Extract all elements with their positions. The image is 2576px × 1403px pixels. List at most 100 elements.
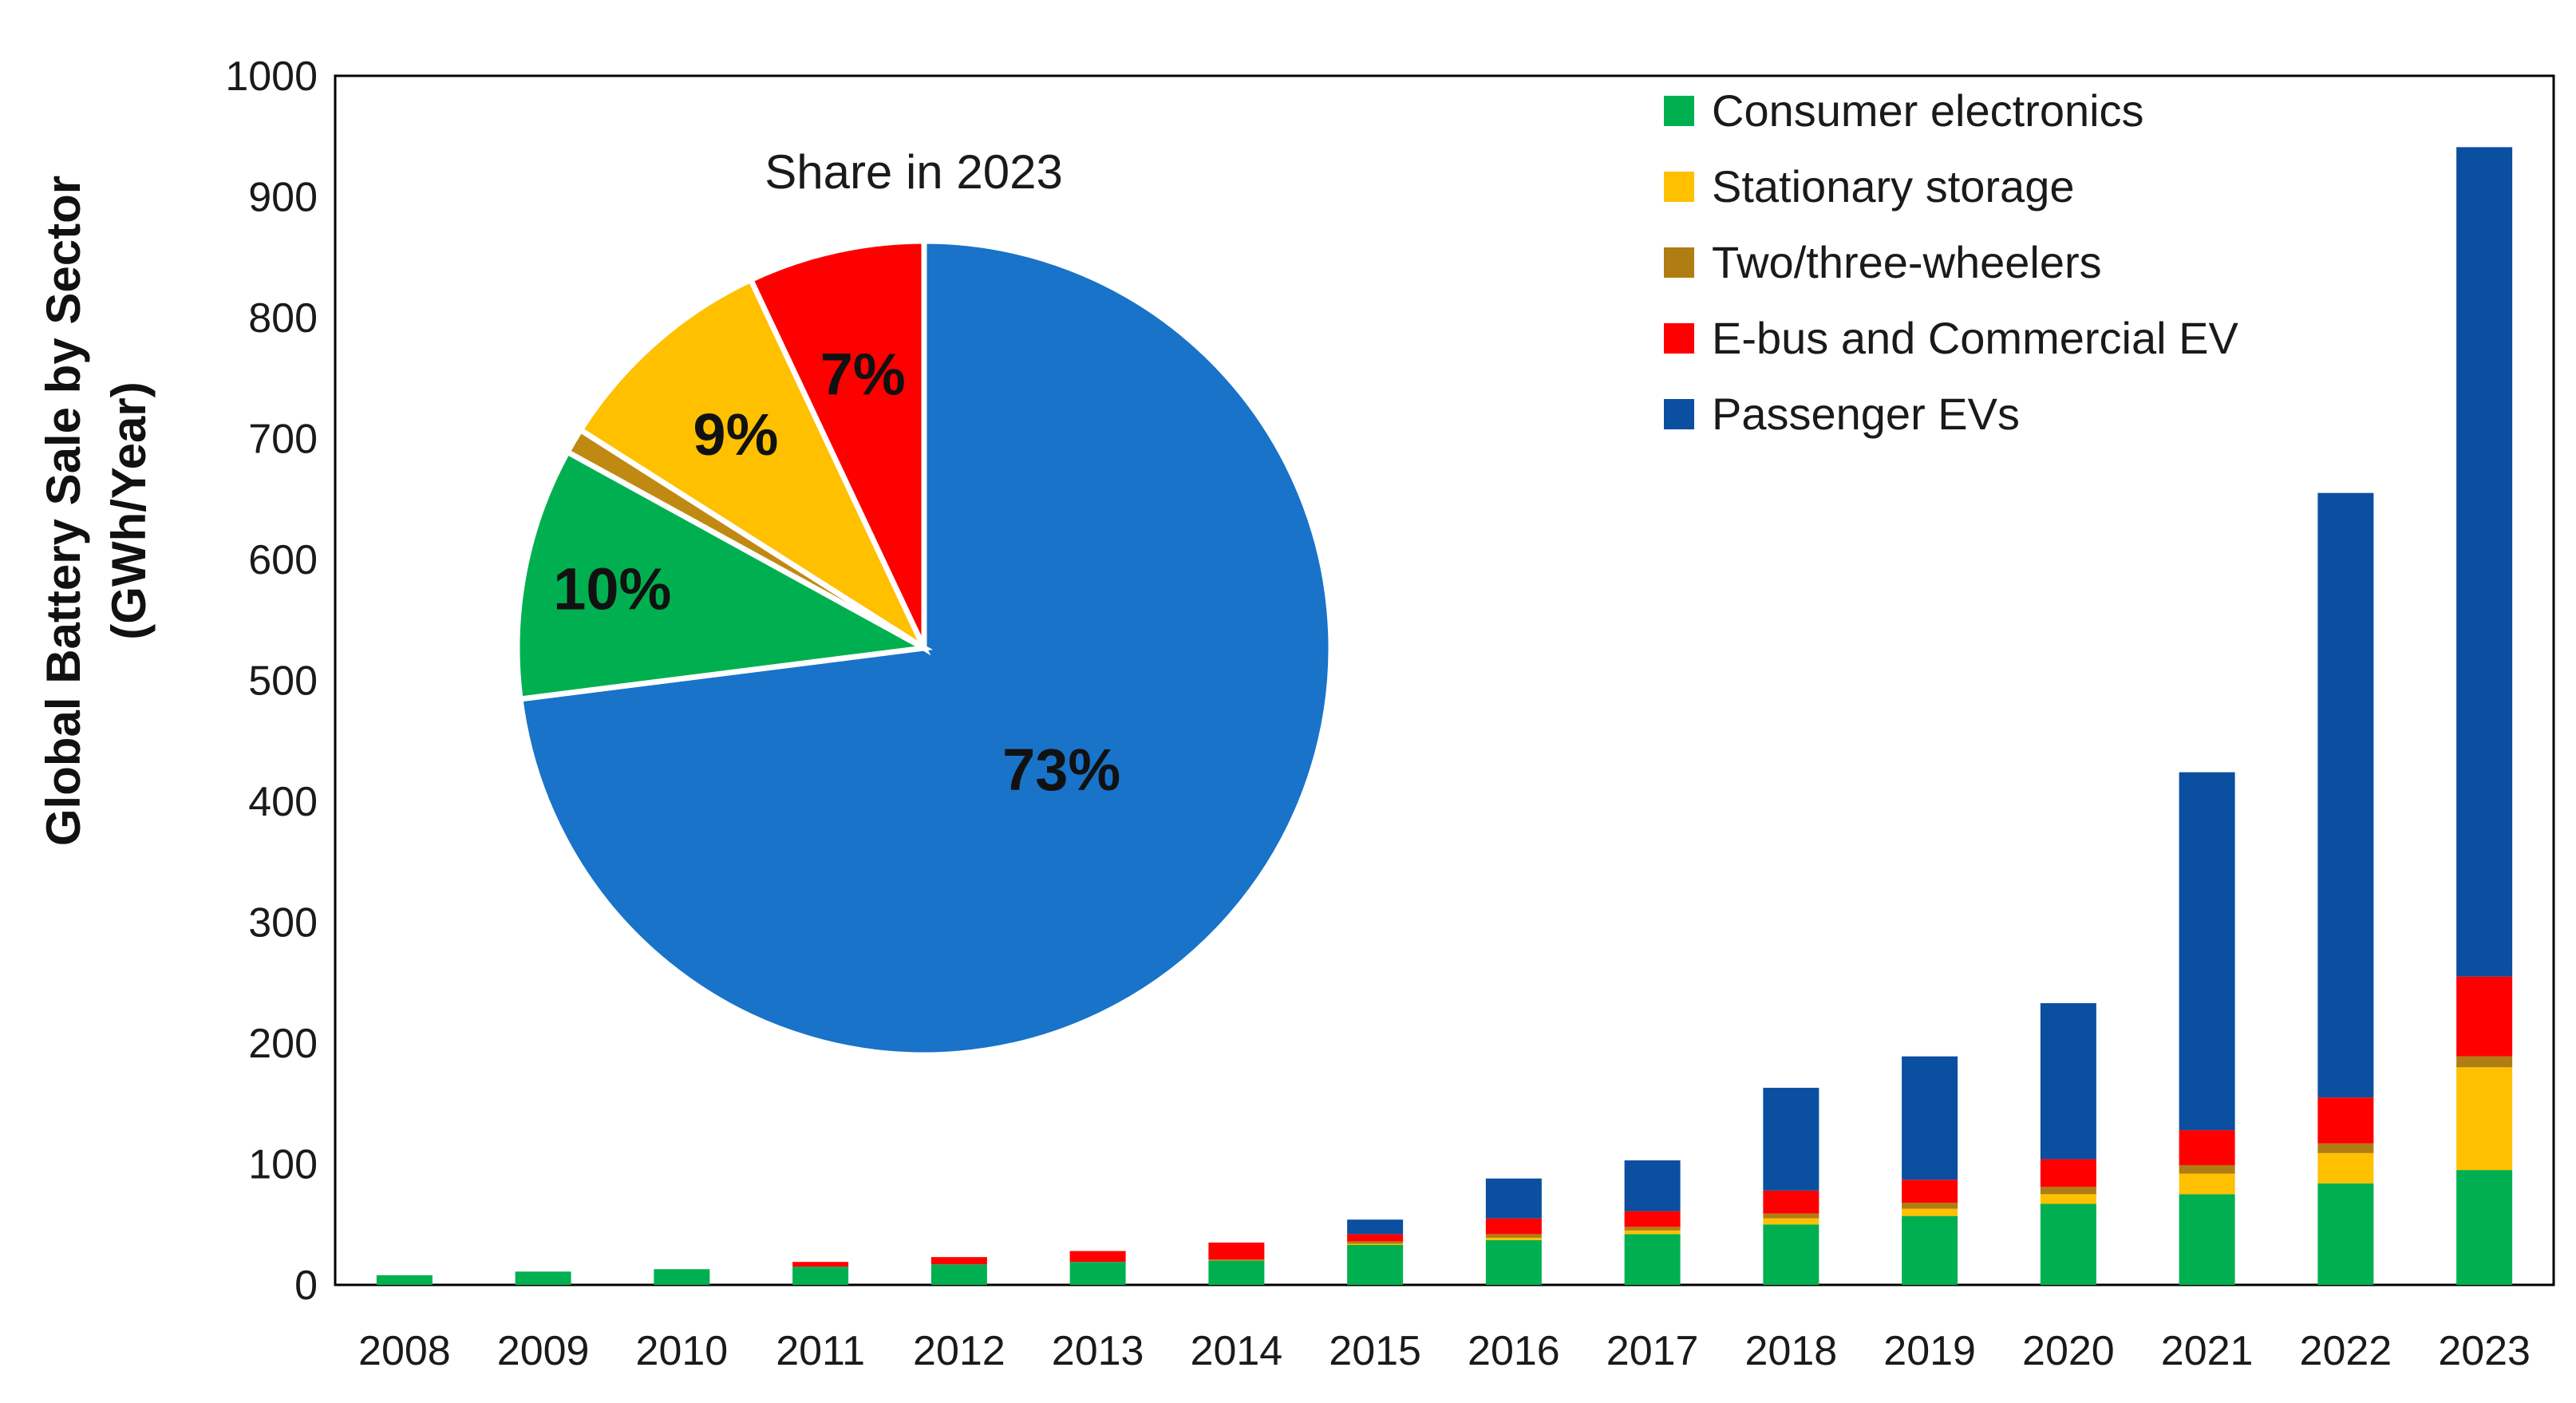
y-tick-label: 1000: [225, 53, 318, 100]
bar-segment: [2179, 1194, 2235, 1285]
stacked-bars-group: [376, 147, 2513, 1285]
bar-segment: [1902, 1056, 1958, 1180]
bar-segment: [1485, 1239, 1542, 1285]
bar-segment: [1208, 1259, 1265, 1261]
bar-segment: [1485, 1178, 1542, 1219]
bar-segment: [1347, 1245, 1404, 1285]
x-tick-label: 2011: [776, 1328, 865, 1374]
bar-segment: [2040, 1194, 2096, 1204]
bar-segment: [2317, 1143, 2374, 1153]
legend-label: E-bus and Commercial EV: [1712, 313, 2238, 363]
x-tick-label: 2014: [1191, 1328, 1283, 1374]
bar-segment: [1208, 1260, 1265, 1285]
y-tick-label: 600: [248, 537, 318, 583]
bar-segment: [2456, 1170, 2513, 1285]
pie-title: Share in 2023: [765, 145, 1063, 199]
bar-segment: [792, 1267, 849, 1285]
bar-segment: [2040, 1003, 2096, 1160]
legend-swatch: [1664, 323, 1694, 354]
pie-slice: [747, 238, 927, 650]
x-tick-label: 2017: [1606, 1328, 1699, 1374]
x-tick-label: 2008: [358, 1328, 451, 1374]
y-tick-label: 100: [248, 1142, 318, 1188]
y-tick-label: 900: [248, 175, 318, 221]
bar-segment: [2179, 1130, 2235, 1166]
bar-segment: [1069, 1251, 1126, 1263]
bar-segment: [1347, 1219, 1404, 1235]
x-tick-label: 2021: [2161, 1328, 2254, 1374]
y-tick-label: 800: [248, 295, 318, 342]
y-tick-label: 300: [248, 900, 318, 947]
y-tick-label: 0: [294, 1263, 318, 1309]
x-tick-label: 2009: [497, 1328, 590, 1374]
bar-segment: [1763, 1213, 1819, 1219]
x-tick-label: 2012: [913, 1328, 1006, 1374]
bar-segment: [1624, 1234, 1681, 1285]
x-tick-label: 2019: [1883, 1328, 1976, 1374]
bar-segment: [2317, 1152, 2374, 1184]
y-tick-label: 500: [248, 658, 318, 705]
x-tick-label: 2016: [1468, 1328, 1560, 1374]
bar-segment: [1485, 1237, 1542, 1240]
bar-segment: [2456, 976, 2513, 1057]
x-tick-label: 2023: [2438, 1328, 2531, 1374]
pie-slice: [514, 448, 934, 702]
y-axis-label-line-1: Global Battery Sale by Sector: [37, 176, 90, 846]
pie-slice: [576, 275, 931, 656]
bar-segment: [1763, 1218, 1819, 1225]
bar-segment: [1485, 1234, 1542, 1238]
plot-frame: [334, 74, 2555, 1286]
bar-segment: [792, 1262, 849, 1267]
x-tick-label: 2020: [2022, 1328, 2115, 1374]
bar-segment: [2040, 1187, 2096, 1195]
axes-group: 0 100 200 300 400 500 600 700 800 900 1000 2008 2009…: [225, 53, 2555, 1374]
bar-segment: [1902, 1208, 1958, 1216]
bar-segment: [1763, 1190, 1819, 1214]
pie-inset-group: 73% 10% 9% 7% Share in 2023: [514, 145, 1334, 1058]
bar-segment: [2456, 1056, 2513, 1068]
bar-segment: [2456, 147, 2513, 977]
bar-segment: [2317, 1183, 2374, 1285]
bar-segment: [1485, 1218, 1542, 1235]
bar-segment: [1902, 1215, 1958, 1285]
legend-swatch: [1664, 172, 1694, 202]
pie-slice-label: 7%: [820, 342, 906, 408]
y-tick-label: 400: [248, 779, 318, 825]
bar-segment: [2179, 1165, 2235, 1174]
x-tick-label: 2015: [1329, 1328, 1421, 1374]
bar-segment: [1347, 1243, 1404, 1246]
bar-segment: [2179, 772, 2235, 1131]
bar-segment: [1208, 1242, 1265, 1260]
pie-slice-label: 73%: [1002, 737, 1120, 803]
bar-segment: [2040, 1203, 2096, 1285]
y-axis-label-line-2: (GWh/Year): [102, 381, 156, 639]
bar-segment: [1624, 1227, 1681, 1231]
pie-slice-label: 10%: [553, 555, 671, 622]
bar-segment: [1624, 1211, 1681, 1227]
x-tick-label: 2010: [636, 1328, 729, 1374]
bar-segment: [1902, 1202, 1958, 1209]
bar-segment: [2317, 1097, 2374, 1144]
legend-swatch: [1664, 247, 1694, 278]
bar-segment: [654, 1269, 710, 1285]
x-tick-label: 2018: [1745, 1328, 1838, 1374]
legend-label: Two/three-wheelers: [1712, 237, 2102, 287]
x-tick-label: 2013: [1052, 1328, 1144, 1374]
bar-segment: [2456, 1067, 2513, 1171]
bar-segment: [515, 1271, 571, 1285]
legend-swatch: [1664, 399, 1694, 429]
bar-segment: [1347, 1241, 1404, 1244]
bar-segment: [1347, 1234, 1404, 1242]
bar-segment: [1902, 1180, 1958, 1203]
bar-segment: [1624, 1230, 1681, 1235]
bar-segment: [1624, 1160, 1681, 1211]
y-tick-label: 200: [248, 1021, 318, 1067]
y-tick-label: 700: [248, 417, 318, 463]
bar-segment: [930, 1264, 987, 1285]
bar-segment: [1763, 1224, 1819, 1285]
bar-segment: [376, 1275, 433, 1285]
legend: Consumer electronics Stationary storage Tw…: [1664, 85, 2238, 439]
bar-segment: [1069, 1262, 1126, 1285]
